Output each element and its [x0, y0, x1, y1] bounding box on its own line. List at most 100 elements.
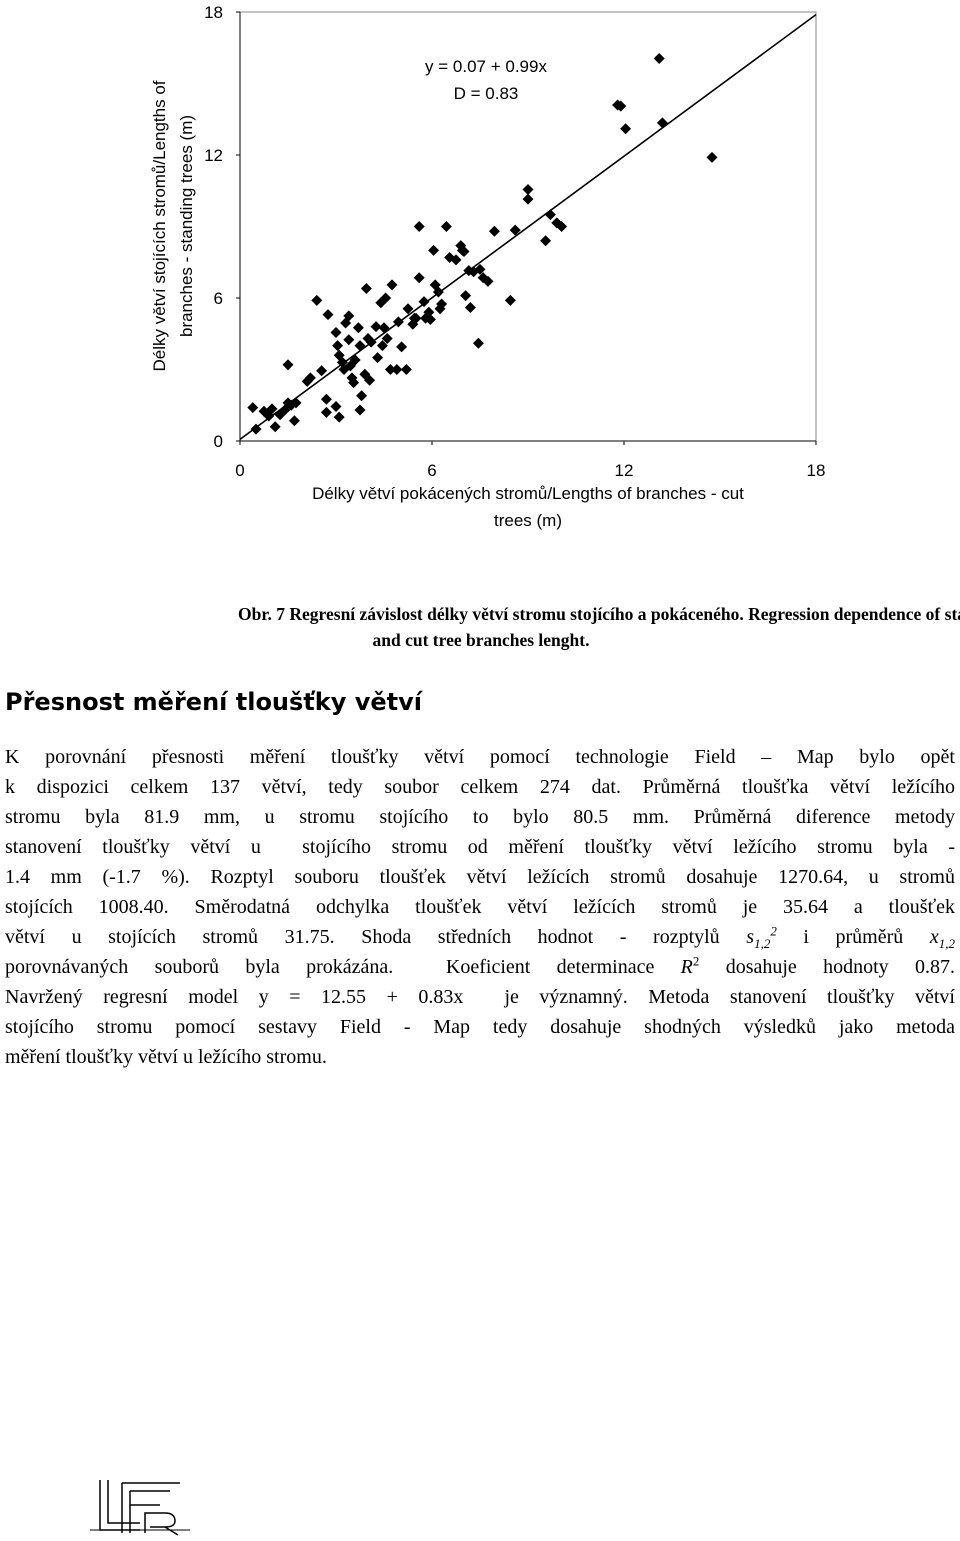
point [336, 356, 348, 368]
point [311, 294, 323, 306]
text: větví u stojících stromů 31.75. Shoda st… [5, 926, 747, 948]
point [428, 244, 440, 256]
point [250, 423, 262, 435]
x-axis-label: Délky větví pokácených stromů/Lengths of… [312, 484, 744, 503]
logo [90, 1480, 190, 1536]
point [402, 303, 414, 315]
point [509, 224, 521, 236]
text-line: měření tloušťky větví u ležícího stromu. [5, 1046, 327, 1068]
point [320, 393, 332, 405]
point [400, 364, 412, 375]
point [290, 397, 302, 409]
x-axis-label: trees (m) [494, 511, 562, 530]
point [364, 374, 376, 386]
point [386, 279, 398, 291]
caption: Obr. 7 Regresní závislost délky větví st… [238, 604, 960, 624]
point [376, 340, 388, 352]
text: porovnávaných souborů byla prokázána. Ko… [5, 956, 681, 978]
point [288, 415, 300, 427]
y-axis-label: branches - standing trees (m) [177, 115, 196, 337]
text-line: stromu byla 81.9 mm, u stromu stojícího … [5, 806, 955, 828]
point [381, 333, 393, 345]
point [370, 321, 382, 333]
point [482, 275, 494, 287]
text-line: stanovení tloušťky větví u stojícího str… [5, 836, 955, 858]
point [320, 406, 332, 418]
point [450, 254, 462, 266]
paragraph: K porovnání přesnosti měření tloušťky vě… [5, 742, 955, 1072]
annotation: D = 0.83 [454, 84, 519, 103]
point [464, 302, 476, 314]
point [365, 336, 377, 348]
point [540, 235, 552, 247]
text-line: K porovnání přesnosti měření tloušťky vě… [5, 746, 955, 768]
x-tick-label: 18 [807, 461, 826, 480]
point [620, 123, 632, 135]
trend-line [239, 13, 817, 440]
point [413, 221, 425, 232]
point [436, 298, 448, 310]
point [333, 411, 345, 423]
point [556, 221, 568, 232]
point [266, 403, 278, 415]
point [706, 151, 718, 163]
point [488, 225, 500, 237]
point [380, 292, 392, 304]
text-line: stojících 1008.40. Směrodatná odchylka t… [5, 896, 955, 918]
text-line: větví u stojících stromů 31.75. Shoda st… [5, 922, 955, 952]
point [384, 364, 396, 375]
text: dosahuje hodnoty 0.87. [699, 956, 955, 978]
point [316, 365, 328, 377]
text: i průměrů [776, 926, 930, 948]
point [440, 221, 452, 232]
point [391, 364, 403, 375]
point [396, 341, 408, 353]
point [348, 377, 360, 389]
point [522, 184, 534, 196]
text-line: 1.4 mm (-1.7 %). Rozptyl souboru tloušťe… [5, 866, 955, 888]
point [522, 193, 534, 205]
y-tick-label: 18 [204, 3, 223, 22]
point [418, 296, 430, 308]
point [653, 52, 665, 64]
point [458, 246, 470, 258]
point [269, 421, 281, 433]
point [410, 312, 422, 324]
symbol: s [746, 926, 755, 948]
point [247, 402, 259, 414]
x-tick-label: 0 [235, 461, 244, 480]
point [378, 322, 390, 334]
point [304, 372, 316, 384]
point [432, 286, 444, 298]
point [615, 100, 627, 112]
y-tick-label: 0 [214, 432, 223, 451]
y-axis-label: Délky větví stojících stromů/Lengths of [150, 80, 169, 371]
point [360, 282, 372, 294]
point [332, 340, 344, 352]
point [343, 334, 355, 346]
x-tick-label: 12 [615, 461, 634, 480]
point [349, 354, 361, 366]
point [352, 322, 364, 334]
symbol: x [929, 926, 939, 948]
symbol: R [680, 956, 693, 978]
point [423, 306, 435, 318]
point [504, 294, 516, 306]
point [343, 310, 355, 322]
x-tick-label: 6 [427, 461, 436, 480]
point [472, 337, 484, 349]
point [424, 313, 436, 325]
y-tick-label: 6 [214, 289, 223, 308]
text-line: Navržený regresní model y = 12.55 + 0.83… [5, 986, 955, 1008]
point [544, 209, 556, 221]
point [392, 316, 404, 328]
text-line: stojícího stromu pomocí sestavy Field - … [5, 1016, 955, 1038]
point [372, 352, 384, 364]
text-line: k dispozici celkem 137 větví, tedy soubo… [5, 776, 955, 798]
caption: and cut tree branches lenght. [373, 630, 590, 650]
superscript: 2 [692, 953, 700, 969]
annotation: y = 0.07 + 0.99x [425, 57, 547, 76]
chart: y = 0.07 + 0.99x D = 0.83 Délky větví st… [150, 3, 960, 650]
point [322, 309, 334, 321]
